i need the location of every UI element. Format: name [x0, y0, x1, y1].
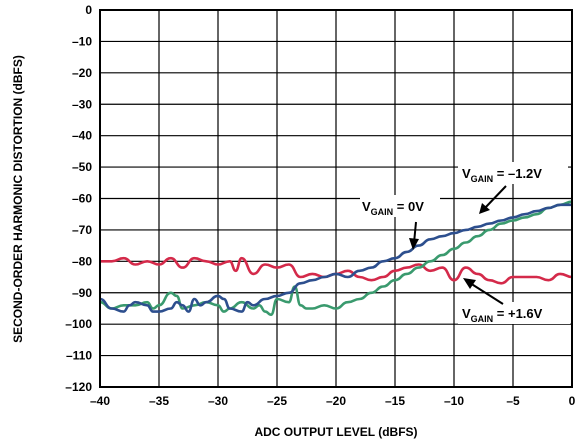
annotation-v: V [462, 166, 471, 181]
annotation-label-bg [360, 195, 440, 217]
annotation-rest: = +1.6V [493, 306, 542, 321]
x-tick-label: –5 [506, 394, 520, 408]
x-tick-label: –20 [326, 394, 346, 408]
annotation-v: V [362, 199, 371, 214]
x-tick-label: –40 [90, 394, 110, 408]
y-tick-label: –100 [65, 317, 92, 331]
series-line-vgain-1-2v [99, 203, 572, 313]
annotation-vgain-plus-1-6: VGAIN = +1.6V [462, 306, 543, 324]
y-tick-label: –10 [72, 34, 92, 48]
series-line-vgain-0v [99, 200, 573, 316]
annotation-rest: = 0V [393, 199, 424, 214]
annotation-arrowhead [409, 238, 419, 250]
x-tick-label: –30 [208, 394, 228, 408]
annotation-sub: GAIN [471, 314, 494, 324]
y-tick-label: –110 [66, 349, 92, 363]
x-tick-label: –15 [385, 394, 405, 408]
annotation-vgain-minus-1-2: VGAIN = –1.2V [462, 166, 542, 184]
y-tick-label: –90 [72, 286, 92, 300]
series-layer [99, 200, 573, 316]
y-tick-label: –70 [72, 223, 92, 237]
annotation-rest: = –1.2V [493, 166, 542, 181]
x-tick-labels: –40 –35 –30 –25 –20 –15 –10 –5 0 [90, 394, 576, 408]
annotation-arrow-line [469, 282, 504, 305]
annotation-v: V [462, 306, 471, 321]
y-tick-label: –80 [72, 254, 92, 268]
x-tick-label: 0 [569, 394, 576, 408]
annotation-sub: GAIN [471, 174, 494, 184]
annotation-arrowhead [463, 278, 476, 289]
y-tick-label: –60 [72, 192, 92, 206]
y-tick-label: –120 [65, 380, 92, 394]
annotation-vgain-0: VGAIN = 0V [362, 199, 424, 217]
annotation-arrow-line [483, 185, 507, 210]
annotation-label-bg [458, 302, 570, 324]
x-tick-label: –25 [267, 394, 287, 408]
y-tick-label: –20 [72, 66, 92, 80]
y-tick-label: 0 [85, 3, 92, 17]
x-tick-label: –35 [149, 394, 169, 408]
y-axis-label: SECOND-ORDER HARMONIC DISTORTION (dBFS) [11, 55, 25, 343]
y-tick-label: –50 [72, 160, 92, 174]
y-tick-label: –30 [72, 97, 92, 111]
x-tick-label: –10 [444, 394, 464, 408]
y-tick-labels: 0 –10 –20 –30 –40 –50 –60 –70 –80 –90 –100 –110 –120 [65, 3, 92, 394]
annotation-arrowhead [479, 203, 490, 214]
y-tick-label: –40 [72, 129, 92, 143]
annotations: VGAIN = –1.2V VGAIN = 0V VGAIN = +1.6V [360, 162, 570, 324]
plot-frame [99, 9, 573, 388]
annotation-sub: GAIN [371, 207, 394, 217]
annotation-label-bg [458, 162, 568, 184]
x-axis-label: ADC OUTPUT LEVEL (dBFS) [254, 425, 417, 439]
